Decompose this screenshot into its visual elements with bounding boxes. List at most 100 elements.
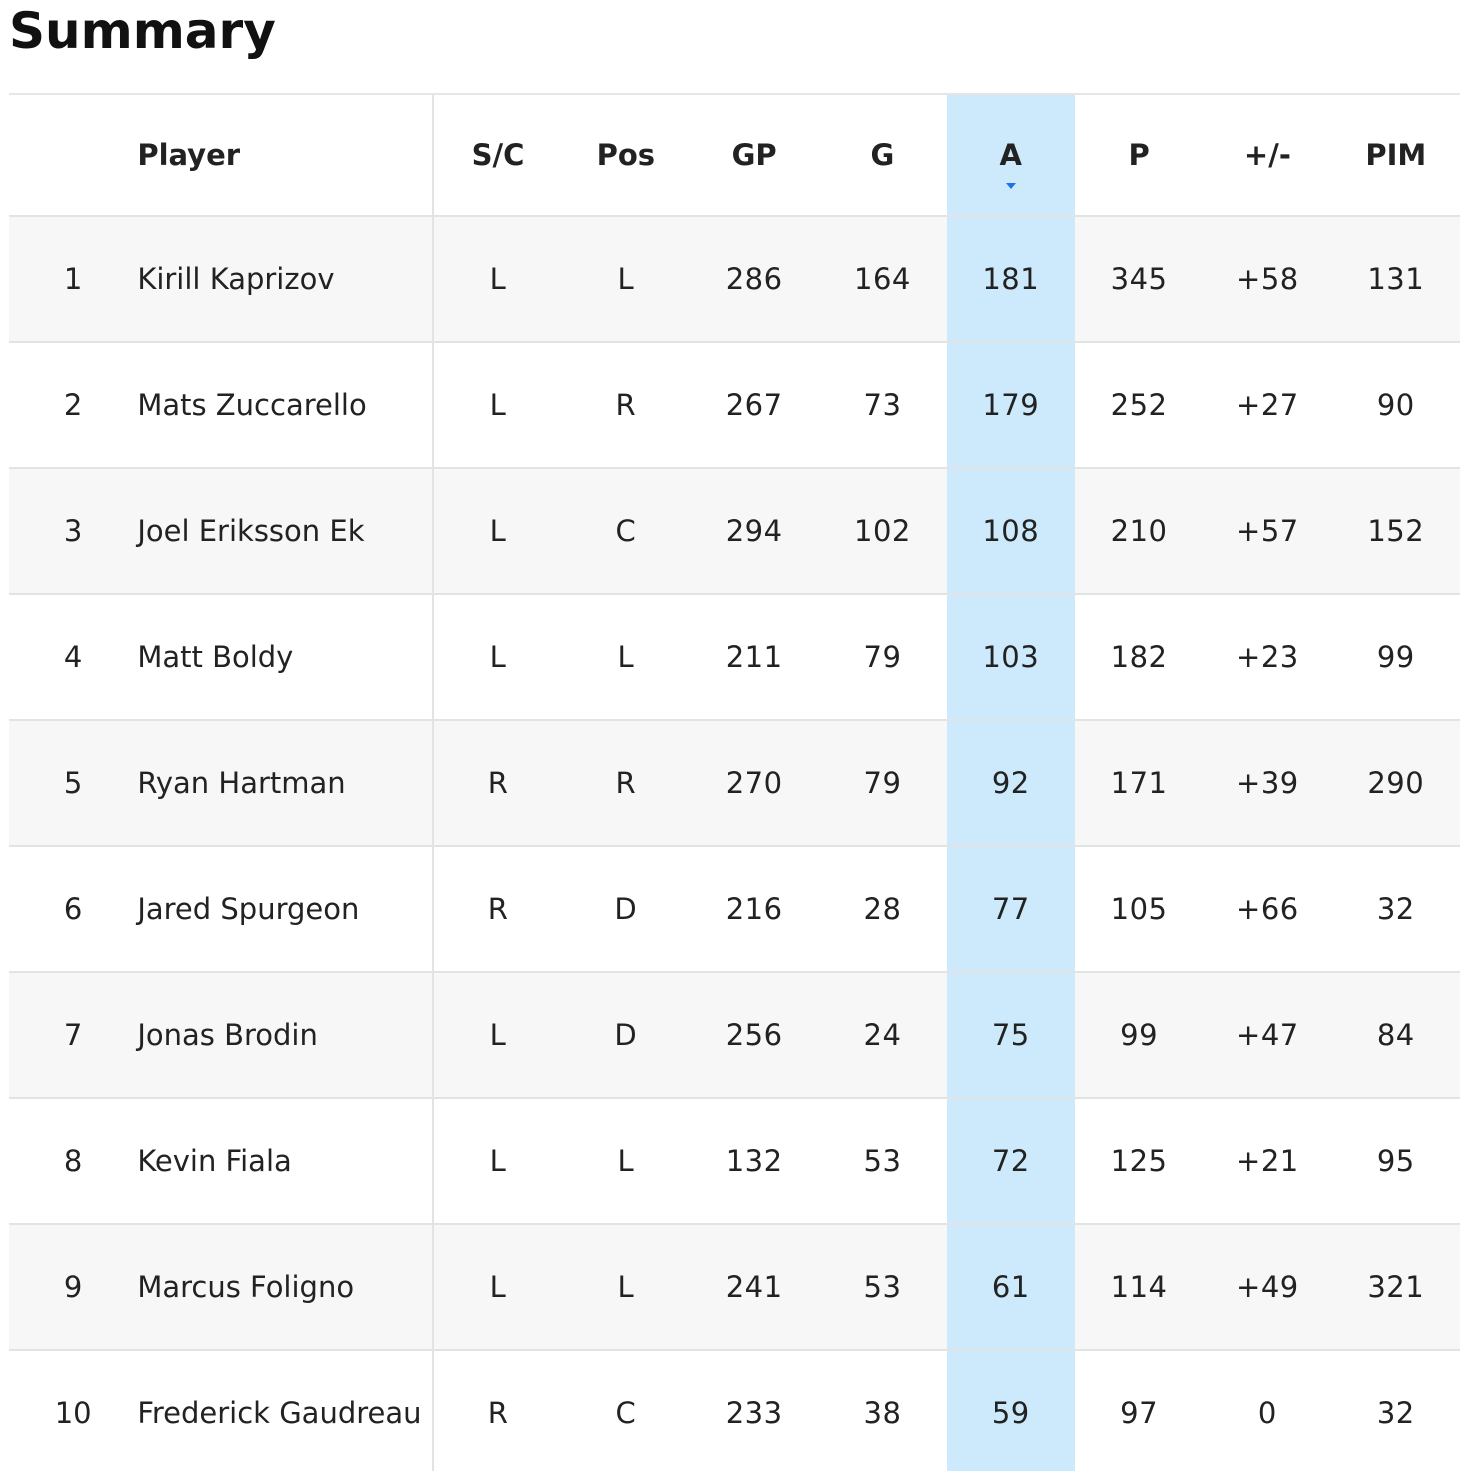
plus-minus-cell: +27 xyxy=(1203,342,1332,469)
assists-cell: 77 xyxy=(946,846,1075,973)
assists-cell: 92 xyxy=(946,720,1075,847)
goals-cell: 164 xyxy=(818,216,947,343)
position-cell: L xyxy=(561,1224,690,1351)
points-cell: 99 xyxy=(1074,972,1204,1099)
goals-cell: 53 xyxy=(818,1098,947,1225)
shoots-catches-cell: R xyxy=(433,720,562,847)
rank-cell: 7 xyxy=(9,972,138,1099)
shoots-catches-cell: L xyxy=(433,972,562,1099)
penalty-minutes-cell: 152 xyxy=(1331,468,1460,595)
assists-cell: 75 xyxy=(946,972,1075,1099)
position-cell: C xyxy=(561,1350,690,1471)
rank-cell: 8 xyxy=(9,1098,138,1225)
player-name-cell[interactable]: Mats Zuccarello xyxy=(137,342,435,469)
shoots-catches-cell: L xyxy=(433,1224,562,1351)
points-cell: 345 xyxy=(1074,216,1204,343)
games-played-cell: 294 xyxy=(689,468,819,595)
goals-cell: 73 xyxy=(818,342,947,469)
player-name-cell[interactable]: Jonas Brodin xyxy=(137,972,435,1099)
column-header-games-played[interactable]: GP xyxy=(689,95,819,217)
column-header-assists[interactable]: A xyxy=(946,95,1075,217)
goals-cell: 38 xyxy=(818,1350,947,1471)
goals-cell: 53 xyxy=(818,1224,947,1351)
player-name-cell[interactable]: Frederick Gaudreau xyxy=(137,1350,435,1471)
player-name-cell[interactable]: Kevin Fiala xyxy=(137,1098,435,1225)
player-name-cell[interactable]: Matt Boldy xyxy=(137,594,435,721)
penalty-minutes-cell: 32 xyxy=(1331,846,1460,973)
column-header-penalty-minutes[interactable]: PIM xyxy=(1331,95,1460,217)
assists-cell: 61 xyxy=(946,1224,1075,1351)
goals-cell: 102 xyxy=(818,468,947,595)
player-name-cell[interactable]: Joel Eriksson Ek xyxy=(137,468,435,595)
penalty-minutes-cell: 131 xyxy=(1331,216,1460,343)
table-row: 2 Mats Zuccarello L R 267 73 179 252 +27 90 xyxy=(9,342,1460,469)
points-cell: 210 xyxy=(1074,468,1204,595)
penalty-minutes-cell: 32 xyxy=(1331,1350,1460,1471)
games-played-cell: 132 xyxy=(689,1098,819,1225)
games-played-cell: 216 xyxy=(689,846,819,973)
plus-minus-cell: +39 xyxy=(1203,720,1332,847)
column-header-player[interactable]: Player xyxy=(137,95,435,217)
games-played-cell: 211 xyxy=(689,594,819,721)
games-played-cell: 241 xyxy=(689,1224,819,1351)
rank-cell: 3 xyxy=(9,468,138,595)
column-header-points[interactable]: P xyxy=(1074,95,1204,217)
position-cell: R xyxy=(561,342,690,469)
page-title: Summary xyxy=(9,2,276,60)
column-header-rank xyxy=(9,95,138,217)
penalty-minutes-cell: 84 xyxy=(1331,972,1460,1099)
shoots-catches-cell: R xyxy=(433,1350,562,1471)
assists-cell: 59 xyxy=(946,1350,1075,1471)
stats-table-container: Player S/C Pos GP G A P +/- PIM 1 Kirill … xyxy=(9,93,1460,1471)
table-row: 9 Marcus Foligno L L 241 53 61 114 +49 321 xyxy=(9,1224,1460,1351)
penalty-minutes-cell: 99 xyxy=(1331,594,1460,721)
penalty-minutes-cell: 90 xyxy=(1331,342,1460,469)
rank-cell: 9 xyxy=(9,1224,138,1351)
table-row: 4 Matt Boldy L L 211 79 103 182 +23 99 xyxy=(9,594,1460,721)
points-cell: 182 xyxy=(1074,594,1204,721)
points-cell: 114 xyxy=(1074,1224,1204,1351)
games-played-cell: 286 xyxy=(689,216,819,343)
position-cell: L xyxy=(561,216,690,343)
player-name-cell[interactable]: Jared Spurgeon xyxy=(137,846,435,973)
column-header-assists-label: A xyxy=(999,138,1022,172)
plus-minus-cell: +47 xyxy=(1203,972,1332,1099)
shoots-catches-cell: L xyxy=(433,594,562,721)
table-row: 3 Joel Eriksson Ek L C 294 102 108 210 +57 152 xyxy=(9,468,1460,595)
column-header-shoots-catches[interactable]: S/C xyxy=(433,95,562,217)
rank-cell: 4 xyxy=(9,594,138,721)
plus-minus-cell: +21 xyxy=(1203,1098,1332,1225)
table-header: Player S/C Pos GP G A P +/- PIM xyxy=(9,95,1460,217)
table-body: 1 Kirill Kaprizov L L 286 164 181 345 +58 131 2 Mat… xyxy=(9,216,1460,1471)
shoots-catches-cell: L xyxy=(433,468,562,595)
player-name-cell[interactable]: Ryan Hartman xyxy=(137,720,435,847)
penalty-minutes-cell: 321 xyxy=(1331,1224,1460,1351)
column-header-goals[interactable]: G xyxy=(818,95,947,217)
points-cell: 97 xyxy=(1074,1350,1204,1471)
column-header-position[interactable]: Pos xyxy=(561,95,690,217)
plus-minus-cell: +58 xyxy=(1203,216,1332,343)
assists-cell: 108 xyxy=(946,468,1075,595)
column-header-plus-minus[interactable]: +/- xyxy=(1203,95,1332,217)
plus-minus-cell: +66 xyxy=(1203,846,1332,973)
position-cell: D xyxy=(561,846,690,973)
table-row: 1 Kirill Kaprizov L L 286 164 181 345 +58 131 xyxy=(9,216,1460,343)
position-cell: D xyxy=(561,972,690,1099)
table-row: 10 Frederick Gaudreau R C 233 38 59 97 0 32 xyxy=(9,1350,1460,1471)
assists-cell: 103 xyxy=(946,594,1075,721)
table-row: 7 Jonas Brodin L D 256 24 75 99 +47 84 xyxy=(9,972,1460,1099)
stats-table: Player S/C Pos GP G A P +/- PIM 1 Kirill … xyxy=(9,95,1460,1471)
assists-cell: 181 xyxy=(946,216,1075,343)
player-name-cell[interactable]: Kirill Kaprizov xyxy=(137,216,435,343)
games-played-cell: 270 xyxy=(689,720,819,847)
player-name-cell[interactable]: Marcus Foligno xyxy=(137,1224,435,1351)
shoots-catches-cell: L xyxy=(433,342,562,469)
position-cell: R xyxy=(561,720,690,847)
games-played-cell: 267 xyxy=(689,342,819,469)
goals-cell: 24 xyxy=(818,972,947,1099)
table-row: 5 Ryan Hartman R R 270 79 92 171 +39 290 xyxy=(9,720,1460,847)
table-row: 6 Jared Spurgeon R D 216 28 77 105 +66 32 xyxy=(9,846,1460,973)
plus-minus-cell: +57 xyxy=(1203,468,1332,595)
goals-cell: 79 xyxy=(818,594,947,721)
plus-minus-cell: +23 xyxy=(1203,594,1332,721)
